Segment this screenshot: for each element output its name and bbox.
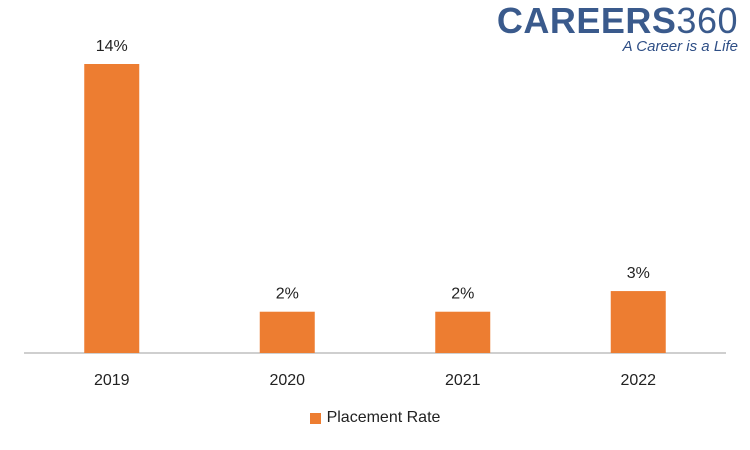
legend-swatch [309, 412, 321, 424]
x-tick-label-2022: 2022 [620, 372, 656, 389]
data-label-2022: 3% [627, 265, 650, 282]
bar-2019 [84, 64, 140, 353]
bar-2021 [435, 311, 491, 353]
logo-tagline: A Career is a Life [622, 38, 738, 55]
logo-wordmark: CAREERS [496, 0, 677, 41]
x-tick-label-2021: 2021 [445, 372, 481, 389]
x-tick-label-2019: 2019 [94, 372, 130, 389]
data-label-2020: 2% [276, 286, 299, 303]
x-tick-label-2020: 2020 [269, 372, 305, 389]
legend-label: Placement Rate [326, 409, 441, 426]
data-label-2021: 2% [451, 286, 474, 303]
bar-2020 [259, 311, 315, 353]
data-label-2019: 14% [96, 38, 128, 55]
bar-2022 [610, 291, 666, 353]
logo-number: 360 [676, 0, 738, 41]
careers360-logo: CAREERS360 A Career is a Life [496, 0, 738, 56]
chart-legend: Placement Rate [0, 409, 750, 427]
